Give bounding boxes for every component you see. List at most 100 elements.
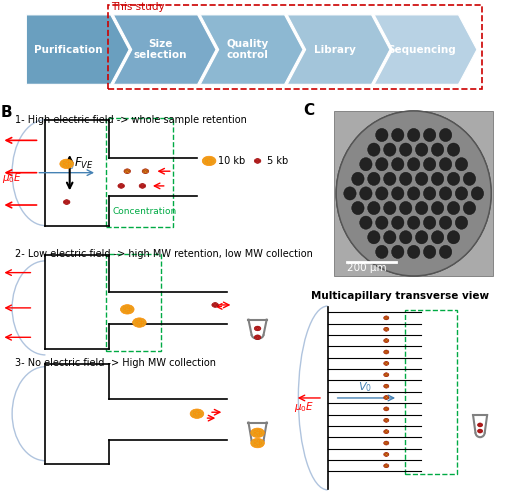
Circle shape [387,420,388,421]
Text: Quality
control: Quality control [227,39,269,61]
Circle shape [423,128,436,141]
Circle shape [386,327,387,329]
Circle shape [387,442,388,443]
Circle shape [376,246,388,258]
Ellipse shape [118,184,124,188]
Circle shape [440,187,452,200]
Polygon shape [200,15,303,84]
Circle shape [423,246,436,258]
Text: 3- No electric field -> High MW collection: 3- No electric field -> High MW collecti… [15,358,216,368]
Circle shape [259,432,262,434]
Ellipse shape [251,438,265,448]
Circle shape [384,374,385,375]
Text: Concentration: Concentration [112,207,177,216]
Circle shape [386,466,387,468]
Ellipse shape [212,303,219,308]
Circle shape [387,317,388,318]
Circle shape [63,161,65,164]
Ellipse shape [384,418,389,422]
Circle shape [384,231,396,244]
Circle shape [440,216,452,229]
Circle shape [68,201,69,203]
Text: 10 kb: 10 kb [218,156,246,166]
Circle shape [447,143,460,156]
Polygon shape [113,15,216,84]
Circle shape [386,341,387,342]
Circle shape [384,340,385,341]
Polygon shape [26,15,129,84]
Circle shape [455,216,467,229]
Circle shape [197,415,199,417]
Circle shape [386,410,387,411]
Circle shape [387,374,388,375]
Ellipse shape [254,335,261,340]
Circle shape [481,424,482,426]
Circle shape [129,308,132,310]
Text: 5 kb: 5 kb [267,156,288,166]
Circle shape [127,306,130,309]
Circle shape [257,338,258,339]
Circle shape [193,411,196,414]
Text: 200 μm: 200 μm [347,263,387,273]
Circle shape [360,216,372,229]
Circle shape [386,384,387,385]
Text: Multicapillary transverse view: Multicapillary transverse view [311,291,490,302]
Circle shape [257,159,258,160]
Circle shape [386,398,387,399]
Ellipse shape [142,169,149,174]
Circle shape [399,143,412,156]
Circle shape [257,434,260,436]
Circle shape [255,160,257,162]
Circle shape [193,414,196,416]
Circle shape [387,351,388,353]
Circle shape [415,143,428,156]
Circle shape [368,201,380,215]
Circle shape [216,304,218,306]
Circle shape [259,160,260,162]
Circle shape [127,310,130,313]
Circle shape [368,143,380,156]
Circle shape [432,231,444,244]
Circle shape [455,158,467,171]
Circle shape [254,443,256,445]
Circle shape [384,351,385,353]
Text: Size
selection: Size selection [134,39,188,61]
Circle shape [136,320,138,322]
Circle shape [386,373,387,374]
Ellipse shape [254,326,261,331]
Circle shape [384,465,385,466]
Circle shape [386,362,387,363]
Circle shape [384,317,385,318]
Circle shape [386,364,387,365]
Circle shape [386,433,387,434]
Circle shape [141,321,144,324]
Circle shape [336,111,491,276]
Circle shape [384,385,385,387]
Circle shape [121,184,122,185]
Circle shape [392,187,404,200]
Circle shape [254,440,256,443]
Circle shape [447,172,460,186]
Circle shape [360,187,372,200]
Circle shape [122,185,124,186]
Circle shape [478,431,479,432]
Circle shape [384,397,385,398]
Text: Sequencing: Sequencing [387,45,456,55]
Circle shape [384,420,385,421]
Circle shape [386,441,387,442]
Circle shape [126,172,128,174]
Ellipse shape [384,441,389,445]
Ellipse shape [384,464,389,468]
Ellipse shape [124,169,131,174]
Circle shape [384,329,385,330]
Text: B: B [1,105,13,120]
Circle shape [447,231,460,244]
Circle shape [384,431,385,433]
Circle shape [386,387,387,388]
Ellipse shape [384,384,389,388]
Circle shape [387,454,388,455]
Text: $V_0$: $V_0$ [358,380,372,394]
Circle shape [63,164,65,167]
Ellipse shape [190,409,204,419]
Circle shape [384,454,385,455]
